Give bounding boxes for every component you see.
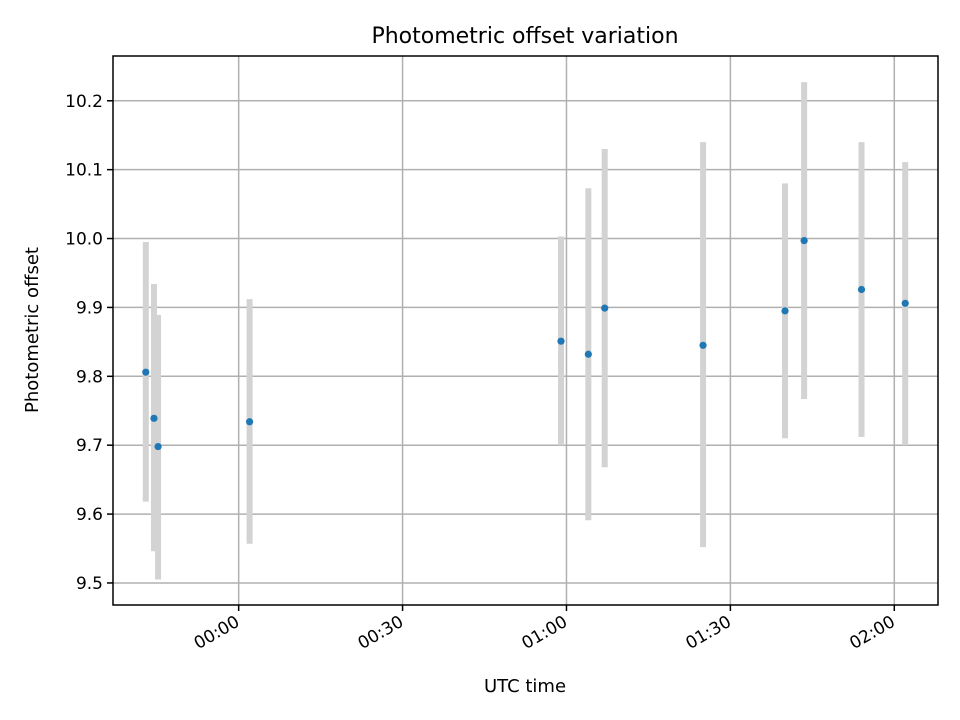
x-tick-label: 01:00 (519, 612, 571, 654)
data-point (245, 418, 254, 426)
x-axis-label: UTC time (484, 676, 566, 697)
grid (113, 56, 938, 605)
data-point (800, 237, 808, 245)
y-tick-label: 9.6 (76, 505, 103, 525)
x-tick-label: 00:00 (191, 612, 243, 654)
ticks: 00:00 00:30 01:00 01:30 02:00 9.5 9.6 9.7 9.8 9.9… (65, 92, 899, 654)
y-tick-label: 9.7 (76, 436, 103, 456)
plot-frame (112, 55, 939, 606)
data-point (154, 442, 162, 451)
data-point (601, 304, 609, 312)
data-point (150, 414, 158, 422)
data-points (142, 237, 909, 451)
data-point (781, 307, 789, 315)
y-tick-label: 9.8 (76, 367, 103, 387)
y-tick-label: 10.2 (65, 92, 103, 112)
y-tick-label: 10.1 (65, 161, 103, 181)
data-point (699, 341, 707, 349)
data-point (857, 285, 866, 294)
data-point (901, 299, 909, 307)
y-tick-label: 9.9 (76, 298, 103, 318)
y-tick-label: 10.0 (65, 230, 103, 250)
y-axis-label: Photometric offset (22, 247, 43, 413)
x-tick-label: 01:30 (682, 612, 734, 654)
y-tick-label: 9.5 (76, 574, 103, 594)
data-point (142, 368, 150, 376)
x-tick-label: 00:30 (355, 612, 407, 654)
error-bars (142, 82, 909, 580)
x-tick-label: 02:00 (846, 612, 898, 654)
data-point (557, 337, 565, 345)
data-point (584, 350, 592, 358)
chart-title: Photometric offset variation (371, 24, 678, 49)
